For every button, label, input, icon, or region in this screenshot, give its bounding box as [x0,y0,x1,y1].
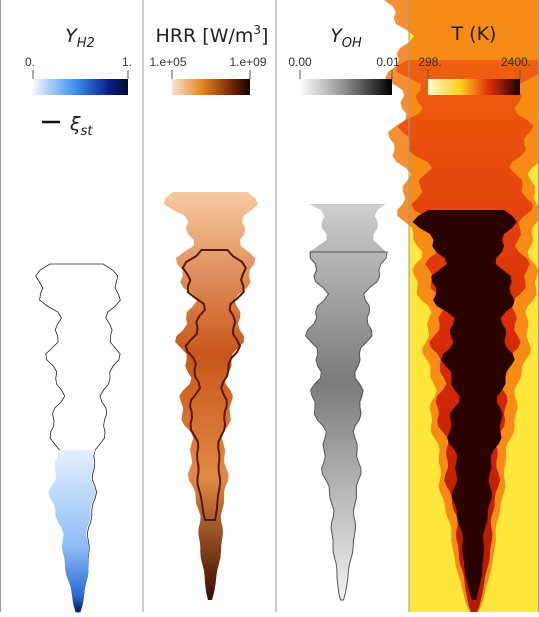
colorbar-min-label: 0. [25,55,35,69]
panel-title: T (K) [451,23,497,45]
colorbar-min-label: 298. [418,55,441,69]
figure: YH2 HRR [W/m3] YOH T (K) 0. 1. 1.e+05 1.… [0,0,539,617]
colorbar [33,79,128,95]
colorbar [300,79,392,95]
colorbar-max-label: 0.01 [376,55,400,69]
colorbar [172,79,250,95]
colorbar-max-label: 1.e+09 [229,55,266,69]
colorbar-min-label: 0.00 [288,55,312,69]
colorbar [428,79,520,95]
colorbar-max-label: 1. [122,55,132,69]
panel-title: HRR [W/m3] [156,23,269,47]
colorbar-min-label: 1.e+05 [149,55,186,69]
colorbar-max-label: 2400. [501,55,531,69]
